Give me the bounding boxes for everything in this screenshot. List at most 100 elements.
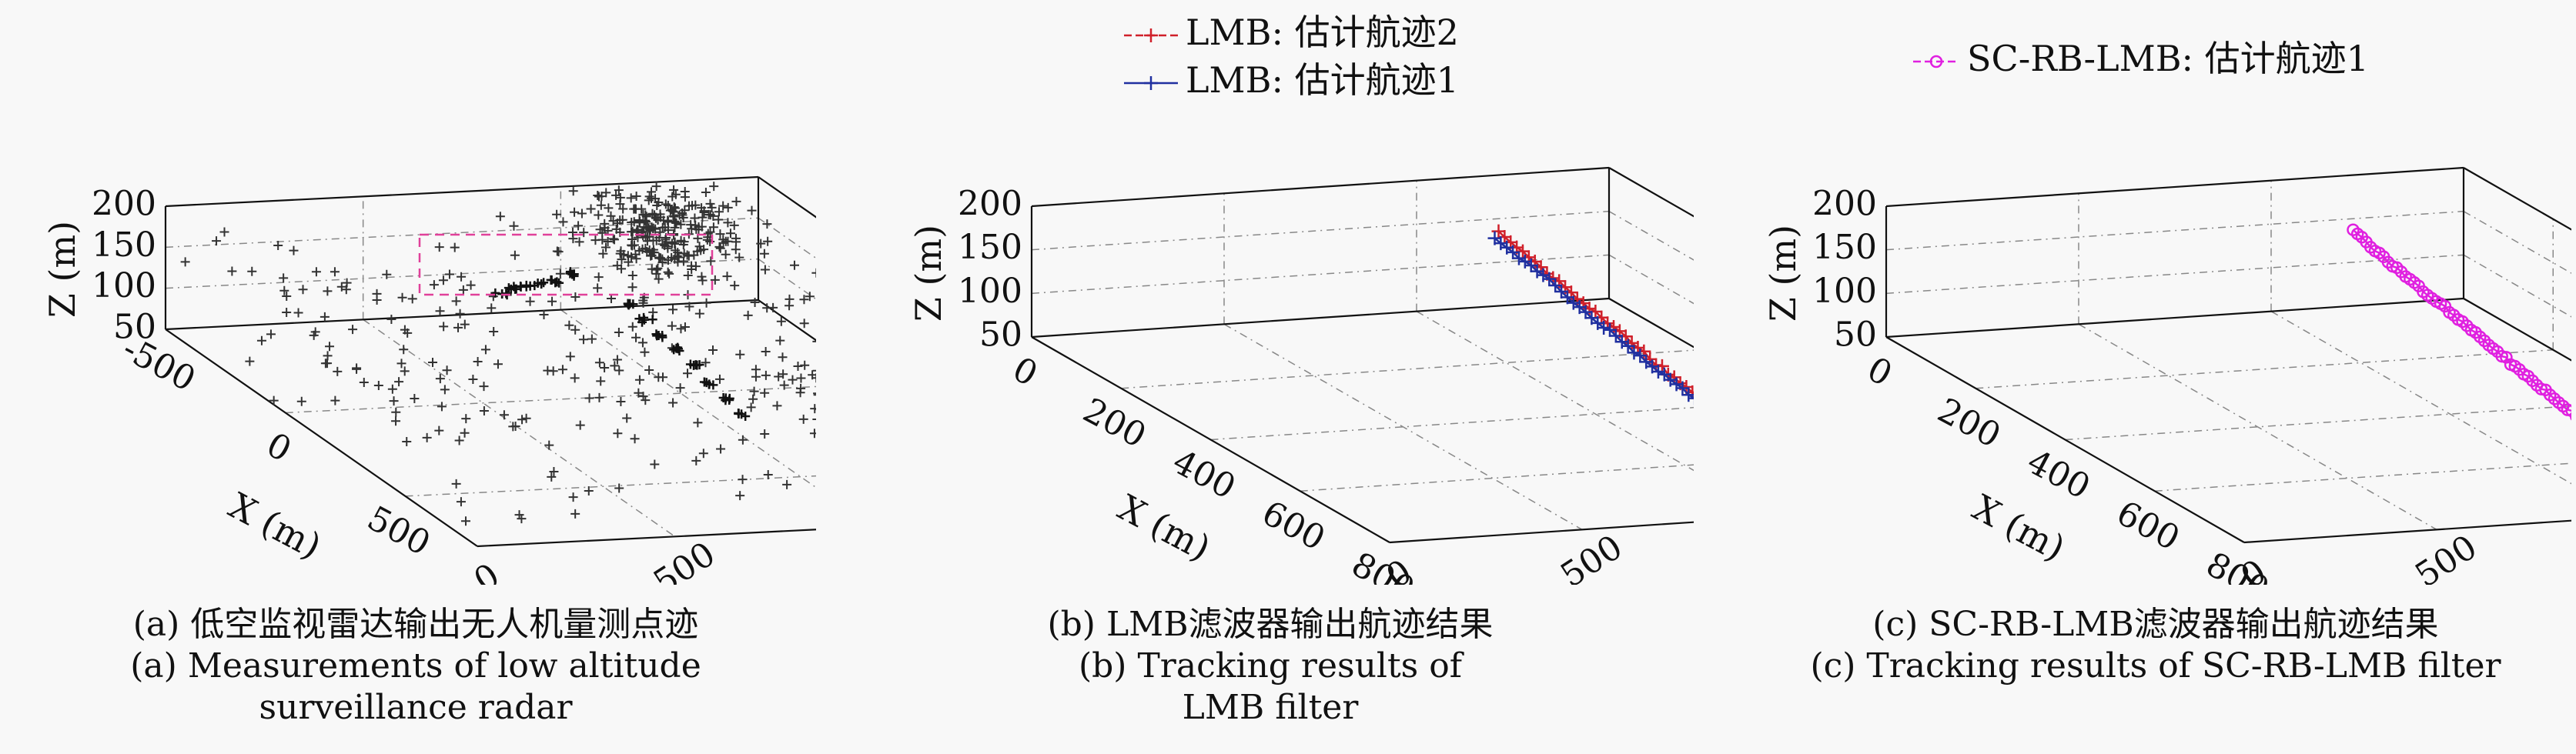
b-xtick-0: 0 <box>1006 349 1044 394</box>
a-point-602 <box>611 190 621 200</box>
a-target-1-0-4 <box>623 299 633 309</box>
a-point-393 <box>761 370 771 380</box>
a-point-596 <box>629 204 639 214</box>
a-point-626 <box>772 401 782 411</box>
a-point-53 <box>325 342 335 352</box>
a-point-438 <box>776 316 786 326</box>
a-point-605 <box>673 248 683 258</box>
b-grid-bwall-z-0 <box>1608 298 1694 349</box>
a-point-152 <box>298 285 308 295</box>
a-point-433 <box>451 479 461 489</box>
a-target-1-7-1 <box>741 412 751 422</box>
a-point-411 <box>698 275 708 285</box>
caption-a-en-1: (a) Measurements of low altitude <box>130 646 701 686</box>
a-edge-0 <box>165 329 478 547</box>
a-point-590 <box>219 227 229 237</box>
c-ztick-2: 150 <box>1812 228 1877 267</box>
b-legend-label-0: LMB: 估计航迹2 <box>1186 12 1459 53</box>
a-ytick-0: 0 <box>467 555 507 585</box>
a-point-182 <box>782 479 792 489</box>
a-point-419 <box>391 416 401 426</box>
a-point-549 <box>461 414 471 424</box>
a-point-51 <box>760 429 770 439</box>
a-grid-floor-y-2 <box>560 309 816 489</box>
a-edge-3 <box>758 299 816 342</box>
a-point-532 <box>435 306 445 316</box>
b-series-1 <box>1487 231 1694 405</box>
a-grid-floor-x-2 <box>405 475 816 497</box>
a-point-494 <box>705 199 715 209</box>
a-point-676 <box>586 204 596 214</box>
a-ztick-0: 50 <box>113 308 156 347</box>
a-point-540 <box>521 413 531 423</box>
a-point-155 <box>634 375 644 385</box>
a-point-539 <box>716 444 726 454</box>
a-point-643 <box>699 206 709 216</box>
a-point-26 <box>798 414 808 424</box>
a-target-1-7-4 <box>734 408 744 418</box>
a-point-132 <box>729 220 739 230</box>
a-point-545 <box>763 236 773 246</box>
a-point-358 <box>570 207 580 217</box>
a-target-1-5-4 <box>708 380 718 390</box>
a-point-252 <box>651 182 661 192</box>
caption-a-cn: (a) 低空监视雷达输出无人机量测点迹 <box>132 605 699 644</box>
a-grid-floor-y-1 <box>363 319 676 537</box>
a-point-592 <box>630 434 640 444</box>
a-point-447 <box>775 335 785 345</box>
a-point-589 <box>671 189 681 199</box>
a-point-266 <box>735 491 745 501</box>
a-point-46 <box>691 455 701 465</box>
a-point-183 <box>664 269 674 279</box>
a-point-570 <box>372 295 382 305</box>
a-point-515 <box>568 492 578 502</box>
a-point-299 <box>548 366 558 376</box>
a-point-212 <box>570 509 580 519</box>
b-ztick-2: 150 <box>958 228 1022 267</box>
a-point-43 <box>676 324 686 334</box>
b-marker-0-4 <box>1515 244 1530 259</box>
a-target-1-1-2 <box>639 312 649 322</box>
a-point-21 <box>539 310 549 320</box>
a-point-667 <box>389 396 399 406</box>
a-point-348 <box>460 428 470 438</box>
a-point-639 <box>594 192 604 202</box>
a-point-565 <box>709 182 719 192</box>
a-point-443 <box>715 243 725 253</box>
c-edge-2 <box>2243 519 2571 544</box>
a-point-629 <box>429 280 439 290</box>
a-point-315 <box>735 349 745 359</box>
a-point-672 <box>434 425 444 435</box>
c-marker-50 <box>2565 404 2571 418</box>
a-point-22 <box>489 326 499 336</box>
a-point-29 <box>678 256 688 266</box>
a-point-428 <box>293 308 303 318</box>
c-edge-0 <box>1885 336 2245 543</box>
b-grid-lwall-z-1 <box>1031 254 1610 295</box>
a-point-224 <box>440 385 450 395</box>
b-marker-1-23 <box>1627 345 1641 360</box>
a-point-576 <box>761 346 771 356</box>
a-point-646 <box>663 267 673 277</box>
c-grid-lwall-z-2 <box>1885 210 2464 251</box>
a-point-385 <box>594 358 604 368</box>
c-grid-floor-y-1 <box>2078 323 2437 530</box>
a-point-320 <box>707 202 717 212</box>
a-point-656 <box>749 386 759 396</box>
a-point-560 <box>708 345 718 355</box>
a-point-421 <box>654 274 664 284</box>
a-point-567 <box>644 192 654 202</box>
a-xtick-1: 0 <box>260 425 298 470</box>
a-ztick-3: 200 <box>92 185 156 224</box>
a-point-264 <box>574 221 584 231</box>
a-point-660 <box>400 366 410 376</box>
a-point-100 <box>710 275 720 285</box>
a-point-350 <box>382 269 392 279</box>
b-marker-1-6 <box>1524 259 1538 273</box>
a-point-190 <box>678 212 688 222</box>
a-point-426 <box>632 225 642 235</box>
c-grid-floor-x-1 <box>1975 349 2554 389</box>
a-point-594 <box>644 232 654 242</box>
a-point-484 <box>671 219 681 229</box>
a-point-76 <box>547 296 557 306</box>
